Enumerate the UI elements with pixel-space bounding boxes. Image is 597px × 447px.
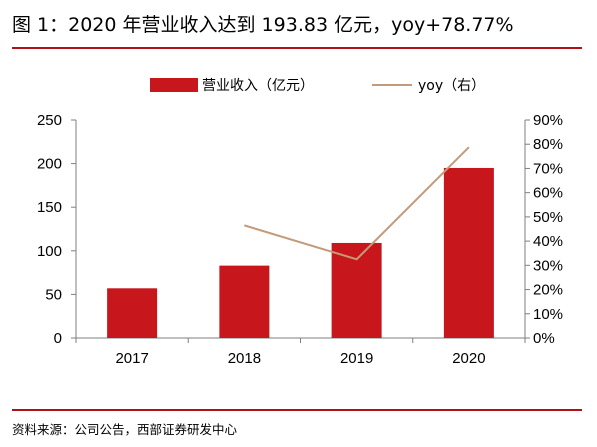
chart-legend: 营业收入（亿元） yoy（右）: [150, 78, 485, 94]
legend-bar-label: 营业收入（亿元）: [202, 78, 314, 94]
title-rule: [12, 47, 582, 49]
right-axis-tick-label: 20%: [533, 282, 563, 299]
legend-line-label: yoy（右）: [418, 78, 485, 94]
right-axis-tick-label: 0%: [533, 330, 555, 347]
x-axis-category-label: 2020: [452, 350, 485, 367]
left-axis-tick-label: 50: [45, 286, 62, 303]
right-axis-tick-label: 70%: [533, 160, 563, 177]
right-axis-tick-label: 60%: [533, 185, 563, 202]
right-axis-tick-label: 40%: [533, 233, 563, 250]
revenue-bar: [219, 265, 270, 338]
source-rule: [12, 409, 582, 411]
chart-title: 图 1：2020 年营业收入达到 193.83 亿元，yoy+78.77%: [12, 14, 514, 36]
revenue-bar: [107, 288, 158, 338]
bar-series: [107, 167, 494, 338]
legend-bar-swatch: [150, 78, 198, 92]
yoy-line: [244, 146, 470, 261]
left-axis-tick-label: 0: [54, 330, 62, 347]
right-axis-tick-label: 80%: [533, 136, 563, 153]
left-axis-tick-label: 150: [37, 199, 62, 216]
left-axis-tick-label: 250: [37, 112, 62, 129]
right-axis-tick-label: 50%: [533, 209, 563, 226]
left-axis-tick-label: 100: [37, 243, 62, 260]
right-axis-tick-label: 10%: [533, 306, 563, 323]
line-series: [244, 146, 470, 261]
revenue-bar: [443, 167, 494, 338]
x-axis-category-label: 2019: [340, 350, 373, 367]
x-axis-category-label: 2017: [115, 350, 148, 367]
right-axis-tick-label: 90%: [533, 112, 563, 129]
x-axis-category-label: 2018: [228, 350, 261, 367]
source-note: 资料来源：公司公告，西部证券研发中心: [12, 422, 238, 437]
chart-tick-labels: 0 50 100 150 200 250 0% 10% 20% 30% 40% 50% 60% 70% 80…: [37, 112, 563, 367]
right-axis-tick-label: 30%: [533, 257, 563, 274]
revenue-bar: [331, 242, 382, 338]
left-axis-tick-label: 200: [37, 156, 62, 173]
